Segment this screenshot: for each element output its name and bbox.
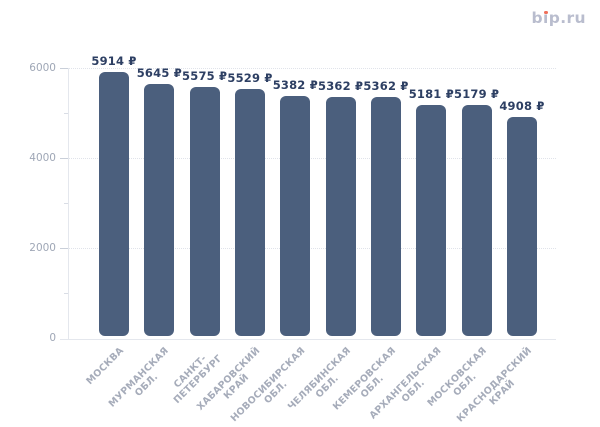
x-axis-line [60, 339, 556, 340]
bar-value-label: 5362 ₽ [318, 78, 364, 93]
bar [99, 71, 129, 336]
bar [280, 95, 311, 336]
logo-text-suffix: p.ru [548, 9, 586, 27]
bar [506, 117, 537, 336]
y-axis-tick [60, 248, 68, 249]
gridline [69, 68, 556, 69]
site-logo[interactable]: bı p.ru [532, 9, 586, 27]
gridline [69, 248, 556, 249]
bar [144, 83, 175, 336]
bar-value-label: 4908 ₽ [499, 99, 545, 114]
bar-value-label: 5181 ₽ [408, 86, 454, 101]
y-axis-line [68, 68, 69, 339]
y-axis-minor-tick [64, 203, 68, 204]
bar-value-label: 5914 ₽ [91, 53, 137, 68]
y-axis-tick [60, 68, 68, 69]
bar [370, 96, 401, 336]
gridline [69, 158, 556, 159]
bar [416, 104, 447, 336]
bar [189, 87, 220, 336]
bar-value-label: 5179 ₽ [454, 86, 500, 101]
bar [234, 89, 265, 336]
logo-letter-i-glyph: ı [543, 9, 549, 27]
bar [325, 96, 356, 336]
bar-value-label: 5382 ₽ [272, 77, 318, 92]
logo-i-dot-icon [544, 10, 548, 15]
logo-text-prefix: b [531, 9, 544, 27]
y-axis-tick-label: 0 [49, 332, 56, 344]
y-axis-minor-tick [64, 293, 68, 294]
x-axis-label: МОСКВА [84, 345, 127, 388]
bar-value-label: 5645 ₽ [136, 65, 182, 80]
logo-letter-i: ı [543, 9, 549, 27]
bar [461, 104, 492, 336]
y-axis-tick-label: 6000 [29, 62, 56, 74]
bar-value-label: 5529 ₽ [227, 71, 273, 86]
y-axis-minor-tick [64, 113, 68, 114]
y-axis-tick [60, 158, 68, 159]
bar-value-label: 5575 ₽ [182, 69, 228, 84]
x-axis-label-line: МОСКВА [84, 345, 127, 388]
bar-value-label: 5362 ₽ [363, 78, 409, 93]
y-axis-tick-label: 4000 [29, 152, 56, 164]
y-axis-tick-label: 2000 [29, 242, 56, 254]
